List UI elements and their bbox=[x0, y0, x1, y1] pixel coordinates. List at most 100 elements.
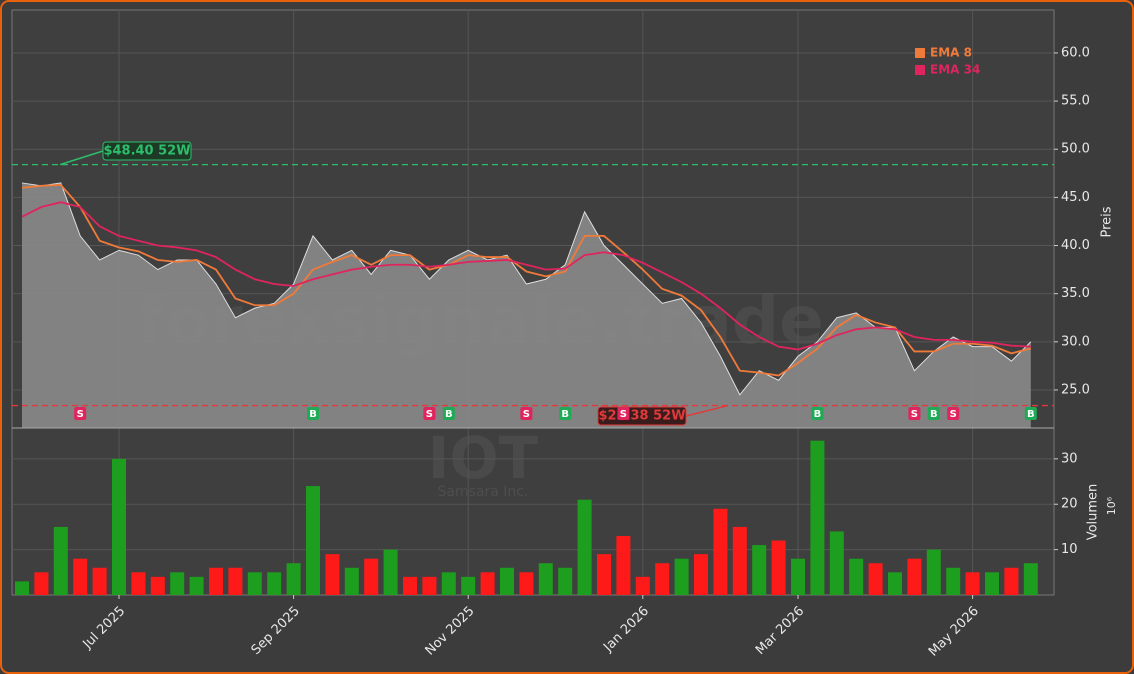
signal-badge bbox=[74, 407, 87, 420]
volume-bar bbox=[985, 572, 999, 595]
volume-bar bbox=[849, 558, 864, 595]
volume-bar bbox=[403, 576, 417, 595]
volume-bar bbox=[306, 486, 320, 595]
volume-unit: 10⁶ bbox=[1105, 496, 1118, 515]
y-axis-label: Preis bbox=[1100, 206, 1115, 237]
y-tick-label: 20 bbox=[1061, 497, 1078, 512]
volume-bar bbox=[170, 572, 185, 595]
signal-badge bbox=[307, 407, 319, 420]
volume-bar bbox=[1023, 563, 1038, 595]
signal-badge bbox=[908, 407, 921, 420]
level-label: $23.38 52W bbox=[598, 409, 685, 424]
volume-bar bbox=[888, 572, 902, 595]
signal-label: B bbox=[1027, 409, 1035, 420]
volume-bar bbox=[344, 567, 359, 595]
signal-label: S bbox=[523, 409, 530, 420]
volume-bar bbox=[732, 526, 747, 595]
volume-axis-label: Volumen bbox=[1086, 484, 1101, 541]
volume-bar bbox=[461, 576, 476, 595]
volume-bar bbox=[286, 563, 301, 595]
y-tick-label: 60.0 bbox=[1061, 45, 1090, 60]
y-tick-label: 25.0 bbox=[1061, 382, 1090, 397]
signal-badge bbox=[1024, 407, 1037, 420]
volume-bar bbox=[810, 440, 825, 595]
level-label: $48.40 52W bbox=[103, 144, 190, 159]
signal-label: B bbox=[930, 409, 938, 420]
volume-bar bbox=[1004, 567, 1019, 595]
volume-bar bbox=[791, 558, 805, 595]
volume-bar bbox=[131, 572, 146, 595]
signal-badge bbox=[617, 407, 630, 420]
legend-label: EMA 8 bbox=[930, 46, 972, 60]
y-tick-label: 40.0 bbox=[1061, 238, 1090, 253]
ema-line bbox=[21, 183, 1032, 377]
signal-badge bbox=[927, 407, 940, 420]
volume-bar bbox=[73, 558, 88, 595]
signal-badge bbox=[423, 407, 436, 420]
volume-bar bbox=[674, 558, 689, 595]
volume-bar bbox=[15, 581, 29, 595]
volume-bar bbox=[616, 536, 631, 595]
signal-label: S bbox=[620, 409, 627, 420]
volume-bar bbox=[325, 554, 340, 595]
legend-swatch bbox=[915, 48, 925, 58]
y-tick-label: 35.0 bbox=[1061, 286, 1090, 301]
volume-bar bbox=[558, 567, 573, 595]
signal-label: S bbox=[426, 409, 433, 420]
volume-bar bbox=[713, 508, 728, 595]
volume-bar bbox=[150, 576, 165, 595]
signal-badge bbox=[811, 407, 824, 420]
signal-label: S bbox=[911, 409, 918, 420]
level-arrow bbox=[685, 404, 729, 417]
volume-bar bbox=[577, 499, 592, 595]
signal-label: B bbox=[445, 409, 453, 420]
signal-badge bbox=[947, 407, 960, 420]
ema-line bbox=[21, 201, 1031, 351]
volume-bar bbox=[267, 572, 282, 595]
volume-bar bbox=[441, 572, 456, 595]
volume-bar bbox=[364, 558, 379, 595]
volume-bar bbox=[907, 558, 922, 595]
volume-bar bbox=[926, 549, 941, 595]
signal-label: S bbox=[77, 409, 84, 420]
watermark-symbol: IOT bbox=[428, 424, 539, 492]
signal-label: S bbox=[950, 409, 957, 420]
volume-bar bbox=[635, 576, 650, 595]
volume-bar bbox=[597, 554, 611, 595]
legend-swatch bbox=[915, 65, 925, 75]
volume-bar bbox=[752, 545, 767, 595]
volume-bar bbox=[480, 572, 495, 595]
volume-bar bbox=[209, 567, 223, 595]
volume-bar bbox=[868, 563, 883, 595]
volume-bar bbox=[655, 563, 670, 595]
price-area bbox=[22, 182, 1031, 428]
signal-label: B bbox=[814, 409, 822, 420]
volume-bar bbox=[694, 554, 708, 595]
volume-bar bbox=[247, 572, 262, 595]
watermark-company: Samsara Inc. bbox=[438, 484, 529, 500]
volume-bar bbox=[112, 458, 126, 595]
y-tick-label: 55.0 bbox=[1061, 94, 1090, 109]
y-tick-label: 30.0 bbox=[1061, 334, 1090, 349]
volume-bar bbox=[771, 540, 786, 595]
y-tick-label: 10 bbox=[1061, 542, 1078, 557]
volume-bar bbox=[92, 567, 107, 595]
y-tick-label: 45.0 bbox=[1061, 190, 1090, 205]
volume-bar bbox=[500, 567, 514, 595]
volume-bar bbox=[829, 531, 844, 595]
signal-badge bbox=[442, 407, 455, 420]
y-tick-label: 30 bbox=[1061, 451, 1078, 466]
volume-bar bbox=[538, 563, 553, 595]
volume-bar bbox=[965, 572, 980, 595]
volume-bar bbox=[422, 576, 437, 595]
y-tick-label: 50.0 bbox=[1061, 142, 1090, 157]
volume-bar bbox=[228, 567, 243, 595]
signal-label: B bbox=[309, 409, 317, 420]
signal-badge bbox=[520, 407, 533, 420]
level-arrow bbox=[59, 150, 104, 166]
signal-badge bbox=[559, 407, 572, 420]
volume-bar bbox=[383, 549, 398, 595]
volume-bar bbox=[34, 572, 49, 595]
volume-bar bbox=[519, 572, 534, 595]
